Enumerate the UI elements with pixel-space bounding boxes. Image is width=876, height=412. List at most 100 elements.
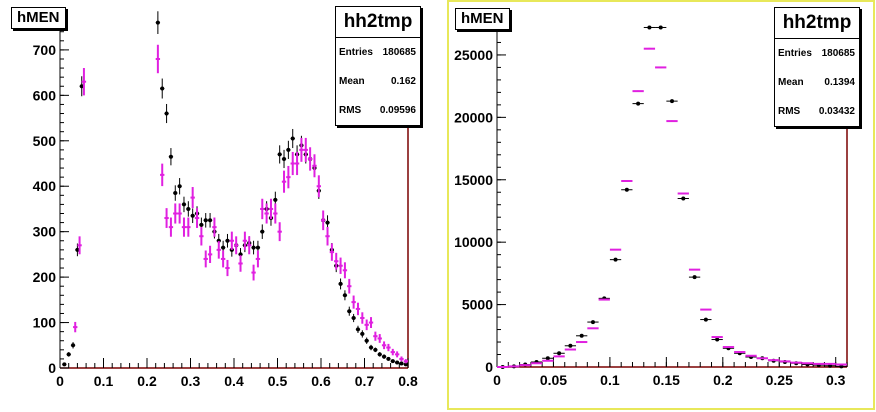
black-data-point — [181, 202, 186, 207]
stats-mean-value: 0.162 — [390, 76, 416, 87]
x-tick-label: 0 — [493, 372, 501, 388]
black-data-point — [636, 101, 641, 106]
black-data-point — [79, 84, 84, 89]
right-histogram-plot: 0 5000 10000 15000 20000 25000 0 0.05 0.1 0.15 0.2… — [454, 10, 848, 388]
black-data-point — [373, 347, 378, 352]
stats-rms-value: 0.03432 — [818, 106, 855, 117]
black-data-point — [390, 359, 395, 364]
black-data-point — [590, 320, 595, 325]
black-data-point — [251, 245, 256, 250]
y-tick-label: 10000 — [454, 234, 493, 250]
black-data-point — [325, 220, 330, 225]
black-data-point — [225, 238, 230, 243]
black-data-point — [203, 218, 208, 223]
stats-entries-label: Entries — [339, 47, 373, 58]
black-data-point — [290, 136, 295, 141]
black-data-point — [164, 111, 169, 116]
black-data-point — [186, 206, 191, 211]
black-data-point — [681, 196, 686, 201]
black-data-point — [190, 213, 195, 218]
black-data-point — [351, 316, 356, 321]
black-data-point — [173, 191, 178, 196]
x-tick-label: 0.6 — [311, 373, 331, 389]
x-tick-label: 0.2 — [713, 372, 733, 388]
x-tick-label: 0.05 — [540, 372, 567, 388]
stats-box: hh2tmp Entries 180685 Mean 0.1394 RMS 0.034… — [774, 7, 860, 127]
stats-entries-row: Entries 180685 — [336, 38, 420, 67]
black-data-point — [66, 352, 71, 357]
stats-box: hh2tmp Entries 180685 Mean 0.162 RMS 0.0959… — [335, 6, 421, 126]
black-data-point — [177, 184, 182, 189]
y-tick-label: 0 — [485, 359, 493, 375]
black-data-point — [360, 331, 365, 336]
y-tick-label: 600 — [33, 87, 57, 103]
black-data-point — [282, 156, 287, 161]
black-data-point — [613, 257, 618, 262]
histogram-title-box: hMEN — [11, 7, 66, 29]
black-data-point — [277, 152, 282, 157]
x-tick-label: 0.25 — [766, 372, 793, 388]
black-data-point — [221, 245, 226, 250]
black-data-point — [395, 360, 400, 365]
y-tick-label: 300 — [33, 224, 57, 240]
black-data-point — [286, 147, 291, 152]
black-data-point — [715, 337, 720, 342]
stats-entries-row: Entries 180685 — [775, 39, 859, 68]
histogram-title: hMEN — [461, 10, 504, 27]
black-data-point — [403, 362, 408, 367]
black-data-point — [382, 354, 387, 359]
stats-rms-value: 0.09596 — [379, 105, 416, 116]
x-tick-label: 0.3 — [181, 373, 201, 389]
black-data-point — [273, 197, 278, 202]
y-tick-label: 25000 — [454, 47, 493, 63]
black-data-point — [377, 352, 382, 357]
y-tick-label: 400 — [33, 178, 57, 194]
y-tick-label: 700 — [33, 42, 57, 58]
stats-mean-label: Mean — [778, 77, 804, 88]
black-data-point — [624, 187, 629, 192]
stats-rms-row: RMS 0.03432 — [775, 97, 859, 126]
stats-entries-value: 180685 — [821, 48, 855, 59]
stats-mean-row: Mean 0.1394 — [775, 68, 859, 97]
black-data-point — [364, 338, 369, 343]
stats-mean-label: Mean — [339, 76, 365, 87]
black-data-point — [255, 245, 260, 250]
black-data-point — [160, 86, 165, 91]
left-histogram-plot: 0 100 200 300 400 500 600 700 0 0.1 0.2 0.3 0.4 0.5 0.… — [33, 9, 418, 389]
stats-histogram-name: hh2tmp — [775, 8, 859, 39]
x-tick-label: 0.1 — [94, 373, 114, 389]
histogram-title-box: hMEN — [455, 8, 510, 30]
black-data-point — [579, 333, 584, 338]
black-data-point — [703, 317, 708, 322]
black-data-point — [155, 20, 160, 25]
black-data-point — [670, 99, 674, 104]
black-data-point — [199, 222, 204, 227]
stats-mean-row: Mean 0.162 — [336, 67, 420, 96]
y-tick-label: 15000 — [454, 172, 493, 188]
black-data-point — [208, 218, 213, 223]
black-data-point — [692, 275, 697, 280]
stats-rms-row: RMS 0.09596 — [336, 96, 420, 125]
black-data-point — [347, 309, 352, 314]
stats-histogram-name: hh2tmp — [336, 7, 420, 38]
black-data-point — [658, 25, 663, 30]
x-tick-label: 0.7 — [355, 373, 375, 389]
x-tick-label: 0 — [56, 373, 64, 389]
black-data-point — [260, 229, 265, 234]
black-data-point — [62, 362, 67, 367]
y-tick-label: 500 — [33, 133, 57, 149]
black-data-point — [75, 247, 80, 252]
black-data-point — [386, 356, 391, 361]
black-data-point — [399, 361, 404, 366]
black-data-point — [545, 356, 550, 361]
black-data-point — [338, 281, 343, 286]
y-tick-label: 0 — [48, 360, 56, 376]
black-data-point — [369, 345, 374, 350]
x-tick-label: 0.1 — [600, 372, 620, 388]
y-tick-label: 20000 — [454, 109, 493, 125]
stats-mean-value: 0.1394 — [824, 77, 855, 88]
stats-entries-value: 180685 — [382, 47, 416, 58]
x-tick-label: 0.3 — [826, 372, 846, 388]
x-tick-label: 0.5 — [268, 373, 288, 389]
x-tick-label: 0.4 — [224, 373, 244, 389]
